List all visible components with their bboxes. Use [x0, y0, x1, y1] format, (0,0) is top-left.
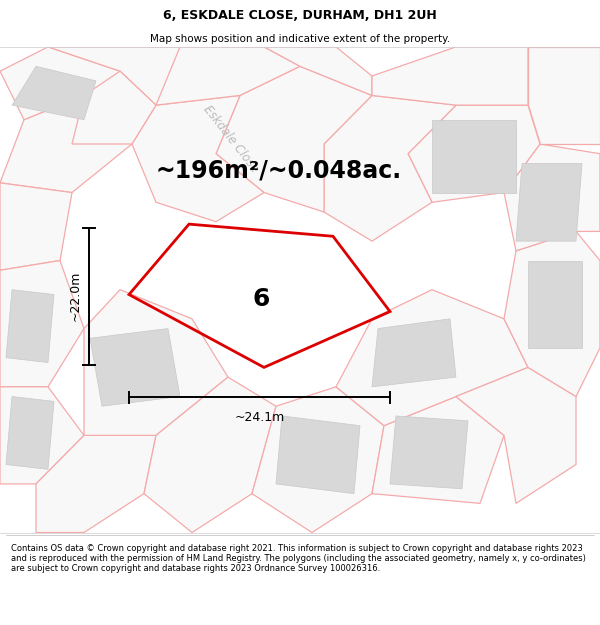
- Polygon shape: [372, 396, 504, 503]
- Polygon shape: [528, 261, 582, 348]
- Polygon shape: [90, 329, 180, 406]
- Polygon shape: [0, 183, 72, 270]
- Polygon shape: [336, 290, 528, 426]
- Polygon shape: [252, 387, 384, 532]
- Polygon shape: [504, 144, 600, 251]
- Text: Map shows position and indicative extent of the property.: Map shows position and indicative extent…: [150, 34, 450, 44]
- Polygon shape: [72, 71, 156, 144]
- Text: Contains OS data © Crown copyright and database right 2021. This information is : Contains OS data © Crown copyright and d…: [11, 544, 586, 573]
- Polygon shape: [6, 396, 54, 469]
- Polygon shape: [216, 66, 372, 212]
- Text: ~22.0m: ~22.0m: [69, 271, 82, 321]
- Polygon shape: [264, 47, 372, 96]
- Polygon shape: [0, 47, 132, 134]
- Polygon shape: [132, 96, 264, 222]
- Polygon shape: [12, 66, 96, 120]
- Polygon shape: [6, 290, 54, 362]
- Polygon shape: [0, 387, 84, 484]
- Text: Eskdale Close: Eskdale Close: [201, 103, 261, 175]
- Polygon shape: [84, 290, 228, 436]
- Text: ~24.1m: ~24.1m: [235, 411, 284, 424]
- Polygon shape: [324, 96, 456, 241]
- Polygon shape: [48, 47, 210, 105]
- Polygon shape: [276, 416, 360, 494]
- Polygon shape: [456, 368, 576, 503]
- Polygon shape: [528, 47, 600, 144]
- Polygon shape: [0, 261, 84, 387]
- Polygon shape: [156, 47, 300, 105]
- Polygon shape: [516, 163, 582, 241]
- Polygon shape: [408, 105, 540, 202]
- Polygon shape: [36, 436, 156, 532]
- Polygon shape: [372, 47, 528, 105]
- Polygon shape: [144, 377, 276, 532]
- Text: ~196m²/~0.048ac.: ~196m²/~0.048ac.: [156, 159, 402, 182]
- Text: 6, ESKDALE CLOSE, DURHAM, DH1 2UH: 6, ESKDALE CLOSE, DURHAM, DH1 2UH: [163, 9, 437, 22]
- Polygon shape: [390, 416, 468, 489]
- Polygon shape: [0, 96, 132, 192]
- Text: 6: 6: [253, 288, 269, 311]
- Polygon shape: [372, 319, 456, 387]
- Polygon shape: [432, 120, 516, 192]
- Polygon shape: [504, 231, 600, 396]
